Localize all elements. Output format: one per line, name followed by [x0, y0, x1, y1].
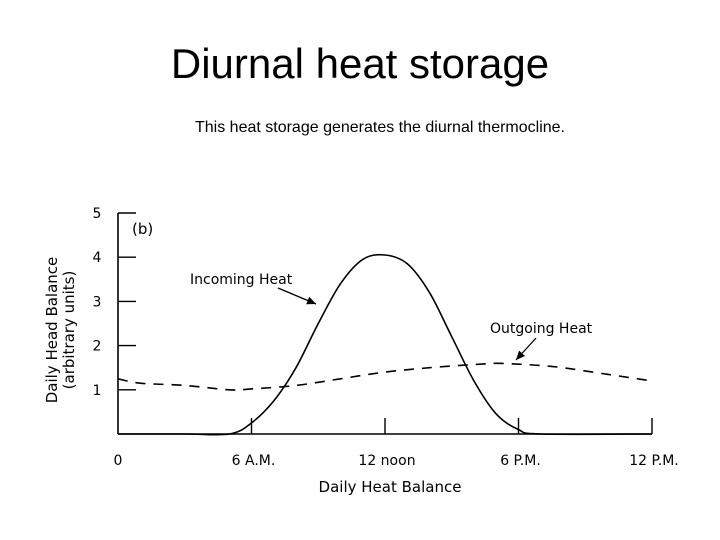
x-tick-label: 6 P.M. [500, 453, 541, 469]
y-tick-label: 2 [93, 339, 102, 355]
x-axis-title: Daily Heat Balance [319, 478, 462, 496]
x-tick-label: 12 P.M. [629, 453, 679, 469]
x-tick-label: 6 A.M. [232, 453, 276, 469]
labels-layer: (b) Daily Heat Balance Daily Head Balanc… [43, 220, 593, 496]
y-axis-title: Daily Head Balance [43, 257, 61, 404]
x-tick-label: 0 [114, 453, 123, 469]
y-tick-label: 1 [93, 383, 102, 399]
axes: 1 2 3 4 5 0 6 A.M. 12 noon 6 P.M. 12 P.M. [93, 206, 679, 469]
outgoing-heat-line [117, 362, 653, 391]
y-tick-label: 3 [93, 294, 102, 310]
y-tick-label: 4 [93, 250, 102, 266]
x-tick-label: 12 noon [358, 453, 415, 469]
outgoing-heat-arrow-head [516, 350, 525, 360]
outgoing-heat-annotation: Outgoing Heat [490, 321, 593, 337]
incoming-heat-annotation: Incoming Heat [190, 272, 293, 288]
slide-subtitle: This heat storage generates the diurnal … [195, 119, 565, 136]
y-tick-label: 5 [93, 206, 102, 222]
y-axis-subtitle: (arbitrary units) [60, 271, 78, 390]
panel-label: (b) [132, 220, 153, 238]
series-layer [117, 253, 653, 436]
incoming-heat-line [118, 253, 653, 436]
slide-title: Diurnal heat storage [170, 40, 550, 87]
incoming-heat-arrow-head [306, 296, 316, 305]
